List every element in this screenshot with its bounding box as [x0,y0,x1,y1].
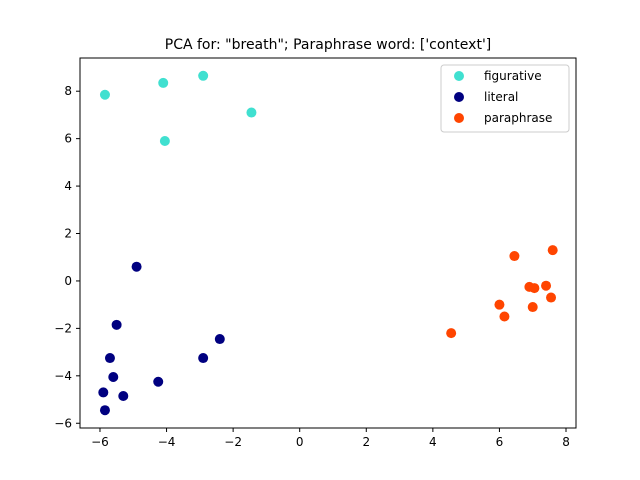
point-literal-2 [214,334,225,345]
y-tick-label: −4 [54,369,72,383]
point-paraphrase-3 [529,283,540,294]
point-paraphrase-0 [547,245,558,256]
y-tick-label: 2 [64,227,72,241]
legend-label-figurative: figurative [484,69,542,83]
point-literal-0 [131,261,142,272]
x-tick-label: −6 [91,435,109,449]
point-literal-3 [198,353,209,364]
point-literal-5 [108,372,119,383]
data-points [98,70,558,416]
chart-title: PCA for: "breath"; Paraphrase word: ['co… [165,37,492,53]
y-tick-label: 4 [64,179,72,193]
point-paraphrase-4 [541,280,552,291]
point-paraphrase-7 [527,302,538,313]
point-figurative-1 [158,77,169,88]
point-paraphrase-8 [499,311,510,322]
point-figurative-0 [99,89,110,100]
legend-marker-figurative [454,71,464,81]
point-paraphrase-1 [509,251,520,262]
point-literal-9 [99,405,110,416]
point-paraphrase-5 [546,292,557,303]
legend-label-literal: literal [484,90,518,104]
point-literal-8 [118,390,129,401]
x-tick-label: 2 [362,435,370,449]
x-tick-label: −2 [224,435,242,449]
point-literal-1 [111,319,122,330]
legend-marker-paraphrase [454,113,464,123]
y-axis: −6 −4 −2 0 2 4 6 8 [54,84,80,430]
point-figurative-4 [159,136,170,147]
legend: figurative literal paraphrase [440,64,570,133]
legend-box [440,64,570,133]
point-paraphrase-6 [494,299,505,310]
legend-marker-literal [454,92,464,102]
y-tick-label: −2 [54,321,72,335]
legend-label-paraphrase: paraphrase [484,111,552,125]
point-literal-4 [104,353,115,364]
y-tick-label: 6 [64,132,72,146]
x-tick-label: 4 [429,435,437,449]
point-literal-7 [98,387,109,398]
y-tick-label: 0 [64,274,72,288]
x-tick-label: 6 [496,435,504,449]
y-tick-label: 8 [64,84,72,98]
x-axis: −6 −4 −2 0 2 4 6 8 [91,428,570,449]
point-literal-6 [153,376,164,387]
x-tick-label: 8 [562,435,570,449]
plot-frame [79,57,577,429]
x-tick-label: −4 [158,435,176,449]
point-figurative-2 [198,70,209,81]
point-paraphrase-9 [446,328,457,339]
x-tick-label: 0 [296,435,304,449]
y-tick-label: −6 [54,416,72,430]
point-figurative-3 [246,107,257,118]
